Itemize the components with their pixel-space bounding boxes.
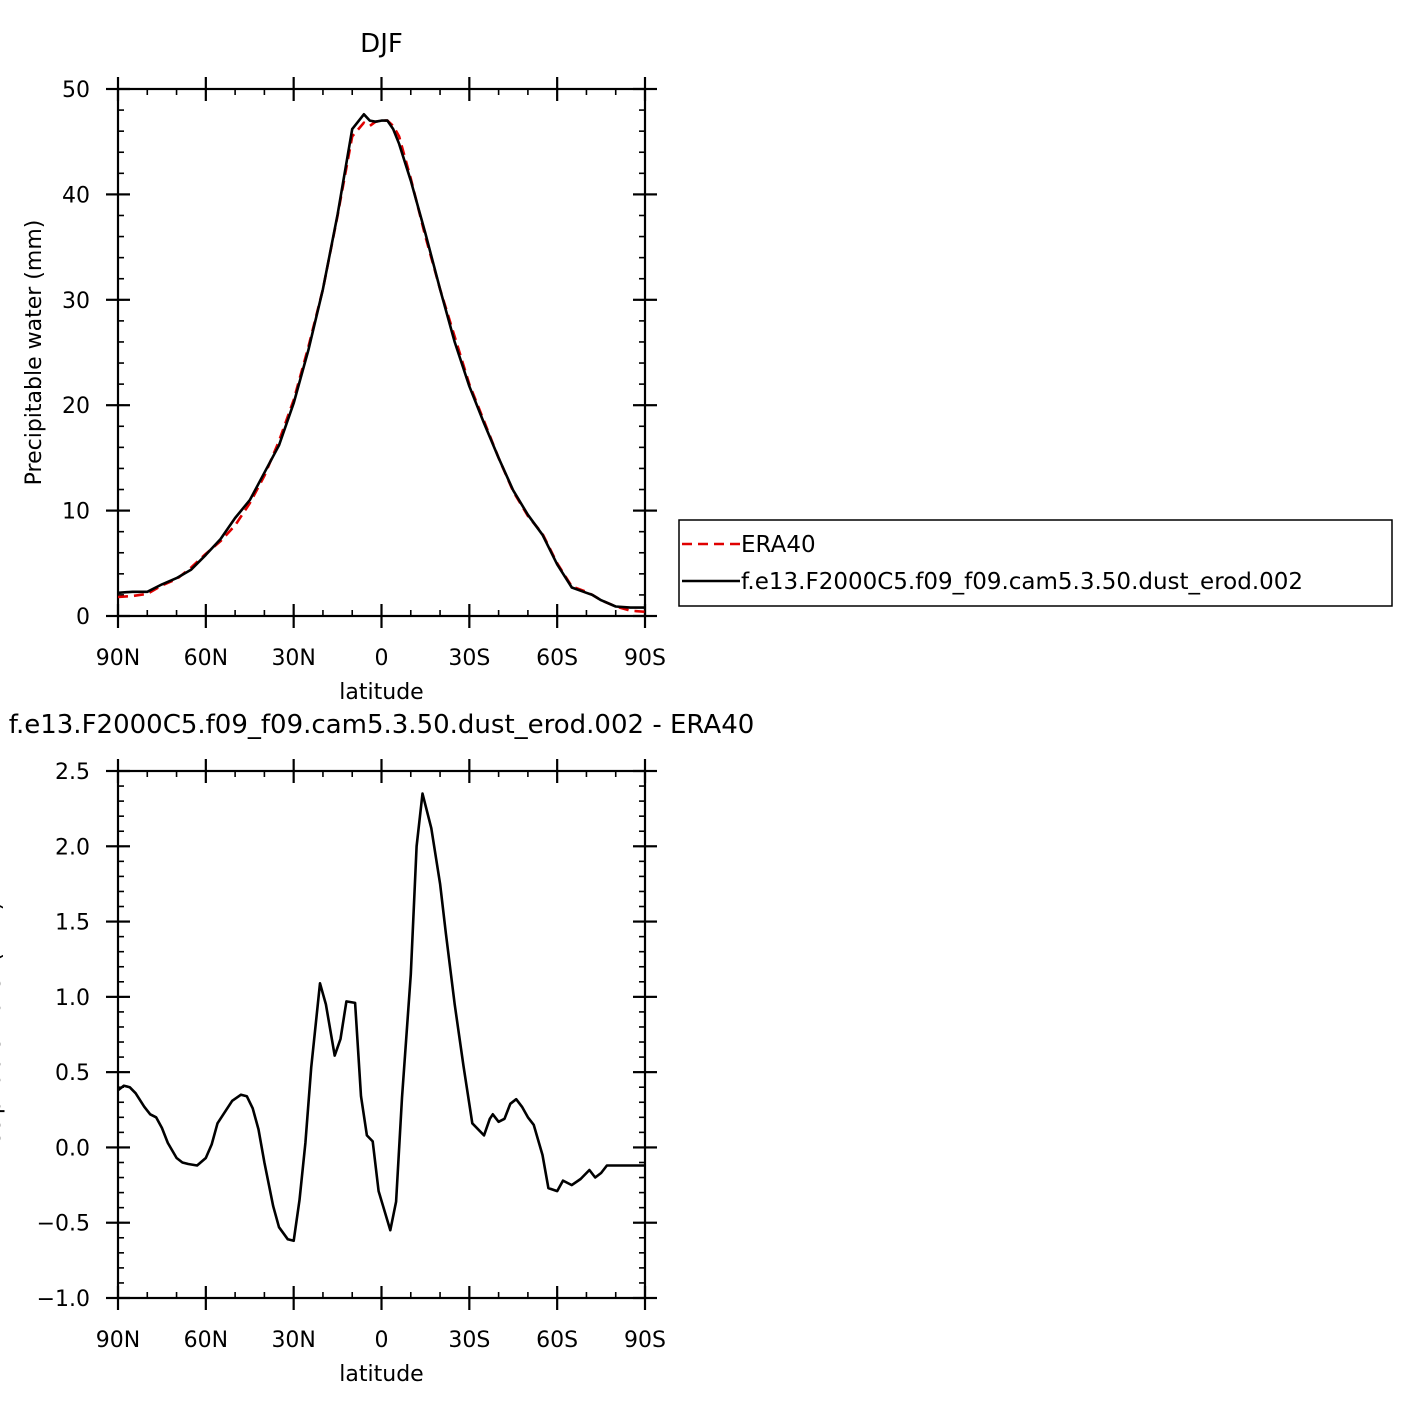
y-tick-label: 40 (62, 183, 90, 208)
legend-label-1: ERA40 (741, 532, 816, 558)
plot-frame (116, 769, 647, 1300)
x-tick-label: 60S (536, 646, 578, 671)
x-tick-label: 90S (624, 646, 666, 671)
x-tick-label: 30N (271, 1328, 315, 1353)
x-tick-label: 30N (271, 646, 315, 671)
legend: ERA40 f.e13.F2000C5.f09_f09.cam5.3.50.dus… (678, 519, 1393, 607)
series-line-1 (118, 119, 645, 614)
series-line-1 (118, 792, 645, 1243)
y-tick-label: −1.0 (37, 1287, 90, 1312)
chart-panel-2: 90N 60N 30N 0 30S 60S 90S −1.0 −0.5 0.0 0.5 1.0 1.5 2… (0, 710, 754, 1387)
tick-marks (106, 77, 657, 628)
series-group (118, 113, 645, 614)
y-tick-label: −0.5 (37, 1212, 90, 1237)
x-tick-label: 60S (536, 1328, 578, 1353)
x-axis-label: latitude (339, 680, 423, 705)
x-tick-label: 0 (375, 1328, 389, 1353)
y-tick-label: 2.5 (55, 760, 90, 785)
tick-marks (106, 759, 657, 1310)
y-axis-label: Precipitable water (mm) (0, 902, 6, 1168)
y-tick-label: 50 (62, 78, 90, 103)
series-line-2 (118, 113, 645, 609)
x-tick-label: 90N (96, 1328, 140, 1353)
y-tick-label: 30 (62, 289, 90, 314)
y-tick-label: 2.0 (55, 835, 90, 860)
legend-label-2: f.e13.F2000C5.f09_f09.cam5.3.50.dust_ero… (741, 569, 1303, 595)
y-tick-label: 1.0 (55, 986, 90, 1011)
x-tick-label: 30S (448, 646, 490, 671)
chart-panel-1: 90N 60N 30N 0 30S 60S 90S 0 10 20 30 40 50 latitude Pr… (22, 29, 1393, 705)
y-tick-label: 20 (62, 394, 90, 419)
chart-title: f.e13.F2000C5.f09_f09.cam5.3.50.dust_ero… (9, 710, 755, 740)
x-tick-label: 90N (96, 646, 140, 671)
x-axis-label: latitude (339, 1362, 423, 1387)
y-tick-label: 10 (62, 500, 90, 525)
y-tick-label: 0.0 (55, 1136, 90, 1161)
plot-frame (116, 87, 647, 618)
chart-title: DJF (360, 29, 403, 59)
x-tick-label: 60N (184, 1328, 228, 1353)
x-tick-label: 90S (624, 1328, 666, 1353)
x-tick-label: 0 (375, 646, 389, 671)
series-group (118, 792, 645, 1243)
y-axis-label: Precipitable water (mm) (22, 220, 47, 486)
legend-box (678, 519, 1393, 607)
x-tick-label: 60N (184, 646, 228, 671)
y-tick-label: 1.5 (55, 911, 90, 936)
x-tick-label: 30S (448, 1328, 490, 1353)
y-tick-label: 0 (76, 605, 90, 630)
y-tick-label: 0.5 (55, 1061, 90, 1086)
